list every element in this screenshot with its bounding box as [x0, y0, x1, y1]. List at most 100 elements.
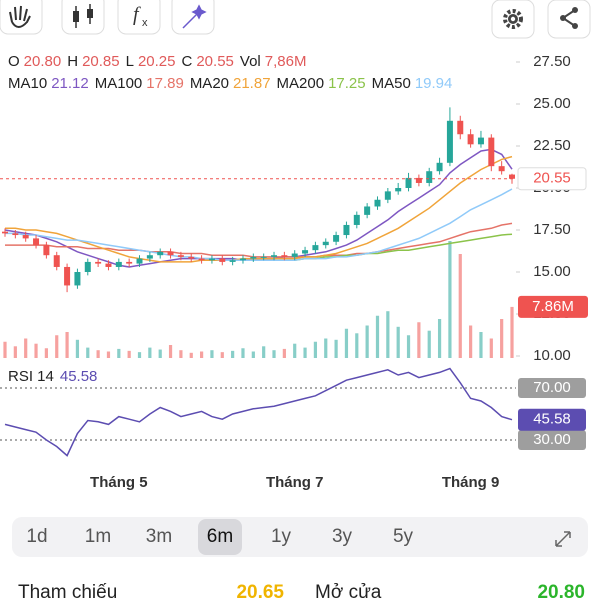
y-tick-label: 25.00 [533, 95, 571, 112]
volume-bar [189, 352, 193, 358]
volume-bar [500, 319, 504, 358]
volume-bar [34, 343, 38, 358]
volume-bar [251, 351, 255, 358]
rsi-tick-label: 70.00 [533, 379, 571, 396]
candle-body [333, 235, 340, 242]
candle-body [291, 253, 298, 257]
candle-body [219, 258, 226, 262]
legend-value: 20.55 [196, 53, 234, 70]
volume-bar [313, 341, 318, 358]
volume-bar [365, 325, 369, 358]
volume-bar [241, 348, 245, 358]
open-label: Mở cửa [315, 582, 382, 600]
candle-body [105, 263, 112, 267]
fx-button[interactable] [117, 0, 161, 35]
volume-bar [106, 351, 111, 358]
volume-bar [24, 338, 28, 358]
rsi-tick-label: 30.00 [533, 431, 571, 448]
volume-bar [355, 333, 359, 358]
reference-value: 20.65 [236, 582, 284, 600]
y-tick-label: 15.00 [533, 263, 571, 280]
period-option[interactable]: 1m [85, 526, 111, 547]
volume-bar [324, 338, 328, 358]
ma-line [5, 222, 513, 258]
ma-line [5, 155, 513, 263]
volume-bar [282, 348, 286, 358]
legend-value: 17.25 [328, 75, 366, 92]
volume-bar [44, 348, 48, 358]
legend-key: Vol [240, 53, 261, 70]
volume-bar [168, 345, 173, 358]
volume-bar [231, 350, 235, 358]
volume-bar [510, 306, 514, 358]
share-button[interactable] [547, 0, 591, 39]
legend-value: 7,86M [265, 53, 307, 70]
candle-body [405, 177, 412, 188]
candle-body [115, 261, 122, 267]
legend-value: 20.80 [24, 53, 62, 70]
legend-key: C [182, 53, 193, 70]
period-option[interactable]: 3m [146, 526, 172, 547]
period-option[interactable]: 5y [393, 526, 414, 547]
volume-bar [344, 328, 349, 358]
candle-body [477, 137, 484, 145]
volume-bar [117, 348, 121, 358]
candle-body [488, 137, 495, 167]
volume-bar [334, 339, 338, 358]
legend-key: MA200 [277, 75, 325, 92]
fx-icon: x [142, 17, 148, 29]
fx-icon: f [133, 4, 141, 26]
period-option[interactable]: 1y [271, 526, 292, 547]
volume-bar [293, 343, 297, 358]
legend-value: 21.12 [51, 75, 89, 92]
volume-tag: 7.86M [532, 298, 574, 315]
candle-body [302, 250, 309, 254]
expand-icon[interactable] [555, 531, 571, 547]
rsi-tag: 45.58 [533, 411, 571, 428]
candle-body [229, 260, 236, 262]
volume-bar [427, 330, 431, 358]
volume-bar [210, 350, 214, 358]
hand-icon [9, 5, 31, 28]
volume-bar [458, 254, 462, 358]
legend-value: 17.89 [146, 75, 184, 92]
price-tag-box [517, 167, 587, 191]
share-icon [572, 7, 578, 13]
candle-body [198, 258, 205, 261]
y-tick-label: 22.50 [533, 137, 571, 154]
candle-body [250, 256, 257, 259]
volume-bar [437, 319, 442, 358]
candle-body [446, 120, 453, 163]
reference-label: Tham chiếu [18, 582, 117, 600]
candle-body [271, 255, 278, 257]
volume-bar [137, 352, 142, 358]
rsi-tag-box [518, 408, 586, 431]
rsi-line [4, 367, 513, 457]
volume-bar [65, 332, 69, 358]
legend-value: 20.85 [82, 53, 120, 70]
volume-bar [179, 350, 183, 358]
volume-bar [199, 351, 204, 358]
candle-button[interactable] [61, 0, 105, 35]
candle-body [208, 258, 215, 261]
open-value: 20.80 [537, 582, 585, 600]
volume-bar [75, 339, 80, 358]
x-tick-label: Tháng 9 [442, 474, 500, 491]
period-selected [198, 519, 242, 555]
volume-bar [55, 335, 59, 358]
candle-body [436, 162, 443, 172]
ma-line [294, 233, 513, 261]
period-option[interactable]: 1d [26, 526, 47, 547]
candle-icon [73, 11, 79, 22]
candle-body [322, 241, 329, 246]
volume-bar [406, 335, 411, 358]
volume-bar [262, 346, 266, 358]
volume-bar [396, 326, 400, 358]
rsi-title: RSI 14 [8, 368, 54, 385]
period-option[interactable]: 3y [332, 526, 353, 547]
candle-body [188, 256, 195, 259]
candle-body [364, 206, 371, 215]
gear-icon [503, 9, 523, 29]
period-option[interactable]: 6m [207, 526, 233, 547]
candle-icon [87, 9, 93, 18]
